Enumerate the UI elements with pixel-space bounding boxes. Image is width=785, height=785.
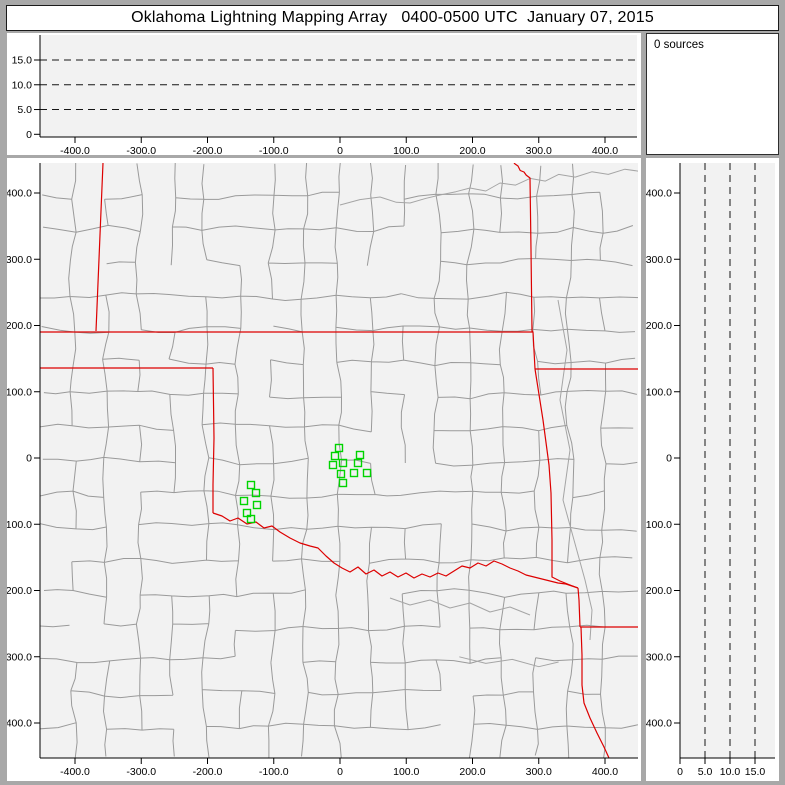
ew-altitude-plot-area[interactable] [40, 35, 637, 137]
x-tick-label: -100.0 [259, 145, 289, 155]
y-tick-label: -100.0 [7, 386, 32, 398]
x-tick-label: 100.0 [393, 766, 419, 778]
station-marker [328, 460, 338, 470]
station-marker [239, 496, 249, 506]
y-tick-label: 10.0 [12, 79, 33, 91]
station-marker [252, 500, 262, 510]
y-tick-label: 0 [666, 453, 672, 465]
county-boundaries [40, 163, 638, 758]
x-tick-label: 200.0 [459, 766, 485, 778]
state-border-line [580, 626, 610, 758]
x-tick-label: -200.0 [193, 145, 223, 155]
map-layers [40, 163, 638, 758]
x-tick-label: 300.0 [526, 145, 552, 155]
sources-count-panel: 0 sources [646, 33, 779, 155]
x-tick-label: -400.0 [60, 145, 90, 155]
station-marker [246, 514, 256, 524]
y-tick-label: -400.0 [7, 188, 32, 200]
x-tick-label: 0 [337, 145, 343, 155]
y-tick-label: 200.0 [7, 585, 32, 597]
river-line [459, 656, 559, 668]
y-tick-label: 200.0 [646, 585, 672, 597]
x-tick-label: 0 [337, 766, 343, 778]
x-tick-label: 100.0 [393, 145, 419, 155]
river-line [557, 299, 593, 641]
station-marker [336, 469, 346, 479]
y-tick-label: 300.0 [646, 651, 672, 663]
state-border-line [212, 512, 579, 589]
y-tick-label: 300.0 [7, 651, 32, 663]
y-tick-label: 0 [26, 129, 32, 141]
x-tick-label: 300.0 [526, 766, 552, 778]
x-tick-label: 10.0 [720, 766, 741, 778]
station-marker [334, 443, 344, 453]
x-tick-label: 5.0 [698, 766, 713, 778]
y-tick-label: 5.0 [17, 104, 32, 116]
plan-view-map-panel[interactable]: 400.0 -400.0 300.0 -300.0 200.0 -200.0 100.0 -1… [7, 158, 641, 781]
y-tick-label: 100.0 [646, 519, 672, 531]
state-border-line [95, 163, 104, 332]
state-border-line [212, 367, 215, 513]
station-marker [330, 451, 340, 461]
x-tick-label: -300.0 [126, 145, 156, 155]
x-tick-label: -100.0 [259, 766, 289, 778]
x-tick-label: 400.0 [592, 145, 618, 155]
state-border-line [534, 368, 579, 589]
x-tick-label: 400.0 [592, 766, 618, 778]
x-tick-label: -300.0 [126, 766, 156, 778]
sources-count-label: 0 sources [654, 39, 704, 51]
x-tick-label: 15.0 [745, 766, 766, 778]
state-border-line [513, 163, 536, 370]
altitude-ew-panel[interactable]: 0 5.0 10.0 15.0 -400.0 -300.0 -200.0 -100.0 0 100… [7, 33, 641, 155]
y-tick-label: -100.0 [646, 386, 672, 398]
window-title: Oklahoma Lightning Mapping Array 0400-05… [131, 9, 654, 26]
title-bar: Oklahoma Lightning Mapping Array 0400-05… [6, 5, 779, 31]
x-tick-label: 0 [677, 766, 683, 778]
y-tick-label: 100.0 [7, 519, 32, 531]
x-tick-label: -200.0 [193, 766, 223, 778]
ns-altitude-plot-area[interactable] [680, 163, 775, 758]
station-marker [338, 478, 348, 488]
station-marker [349, 468, 359, 478]
station-marker [338, 458, 348, 468]
y-tick-label: -200.0 [7, 320, 32, 332]
y-tick-label: 400.0 [7, 718, 32, 730]
altitude-ns-panel[interactable]: 400.0 300.0 200.0 100.0 0 -100.0 -200.0 -300.0 -… [646, 158, 779, 781]
station-marker [355, 450, 365, 460]
station-marker [251, 488, 261, 498]
lma-stations [239, 443, 372, 524]
y-tick-label: 15.0 [12, 55, 33, 67]
river-line [339, 168, 638, 206]
station-marker [246, 480, 256, 490]
x-tick-label: 200.0 [459, 145, 485, 155]
state-border-line [577, 587, 581, 628]
y-tick-label: 400.0 [646, 718, 672, 730]
y-tick-label: -300.0 [646, 254, 672, 266]
y-tick-label: -400.0 [646, 188, 672, 200]
y-tick-label: 0 [26, 453, 32, 465]
river-line [389, 597, 531, 616]
station-marker [353, 458, 363, 468]
station-marker [362, 468, 372, 478]
map-axes: 400.0 -400.0 300.0 -300.0 200.0 -200.0 100.0 -1… [7, 163, 638, 778]
y-tick-label: -200.0 [646, 320, 672, 332]
x-tick-label: -400.0 [60, 766, 90, 778]
y-tick-label: -300.0 [7, 254, 32, 266]
